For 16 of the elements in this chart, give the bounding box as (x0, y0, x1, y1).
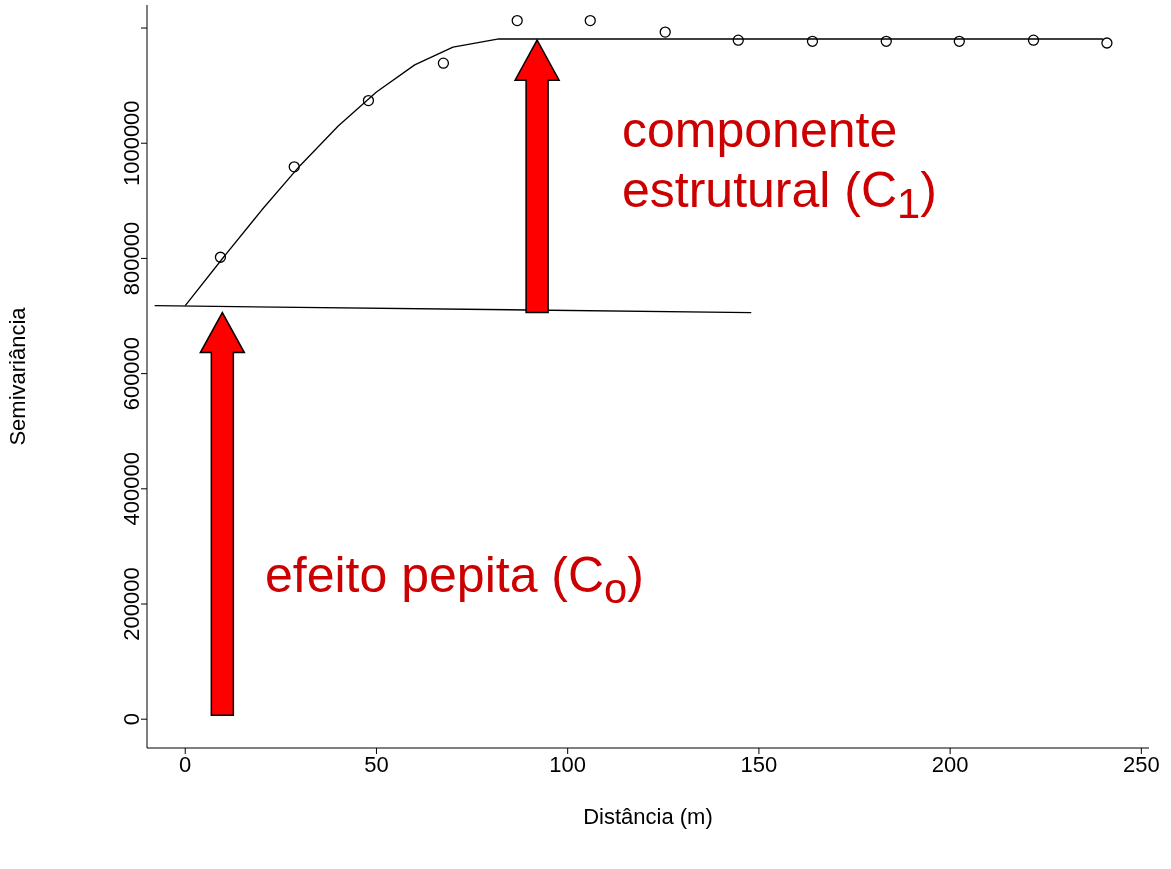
x-tick-label: 0 (179, 751, 192, 777)
y-tick-label: 800000 (118, 221, 144, 296)
x-tick-label: 150 (740, 751, 778, 777)
x-tick-label: 250 (1122, 751, 1160, 777)
y-tick-label: 200000 (118, 567, 144, 641)
x-tick-label: 50 (364, 751, 389, 777)
x-axis-title: Distância (m) (583, 804, 713, 829)
x-tick-label: 100 (549, 751, 587, 777)
y-tick-label: 600000 (118, 336, 144, 411)
y-tick-label: 0 (118, 713, 144, 726)
y-axis-title: Semivariância (4, 306, 30, 446)
annotation: componente estrutural (C$_{1}$) (622, 101, 938, 229)
annotation: efeito pepita (C$_{o}$) (265, 546, 645, 614)
y-tick-label: 1000000 (118, 100, 144, 187)
x-tick-label: 200 (931, 751, 969, 777)
y-tick-label: 400000 (118, 452, 144, 526)
